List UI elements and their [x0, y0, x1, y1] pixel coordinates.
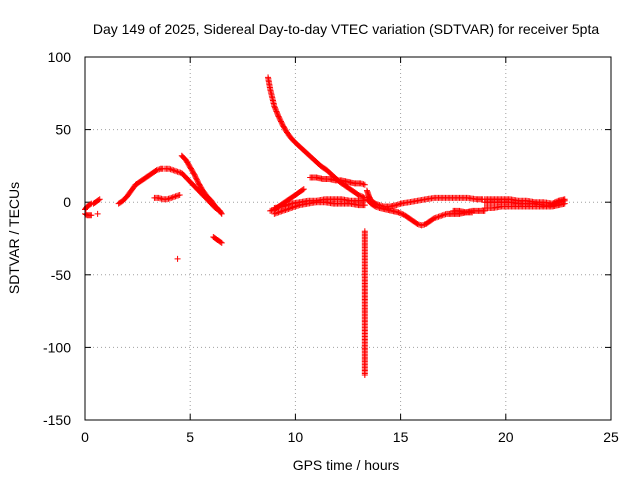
data-point — [356, 192, 363, 199]
x-axis-label: GPS time / hours — [293, 457, 400, 473]
data-point — [94, 210, 101, 217]
data-point — [174, 255, 181, 262]
data-point — [549, 200, 556, 207]
data-point — [88, 212, 95, 219]
chart-title: Day 149 of 2025, Sidereal Day-to-day VTE… — [93, 21, 600, 37]
data-points — [82, 74, 568, 378]
y-tick-label: 0 — [63, 194, 71, 210]
x-tick-label: 10 — [288, 429, 304, 445]
data-point — [361, 181, 368, 188]
data-point — [272, 107, 279, 114]
data-point — [218, 239, 225, 246]
data-point — [355, 191, 362, 198]
data-point — [218, 209, 225, 216]
plot-frame — [84, 56, 612, 421]
x-tick-label: 15 — [393, 429, 409, 445]
data-point — [361, 371, 368, 378]
data-point — [399, 211, 406, 218]
data-point — [271, 103, 278, 110]
data-point — [217, 239, 224, 246]
tick-labels: 0 5 10 15 20 25 -150 -100 -50 0 50 100 — [43, 49, 619, 445]
data-point — [273, 108, 280, 115]
y-axis-label: SDTVAR / TECUs — [6, 182, 22, 294]
y-tick-label: -100 — [43, 339, 71, 355]
data-point — [554, 198, 561, 205]
data-point — [274, 110, 281, 117]
y-tick-label: 100 — [48, 49, 72, 65]
y-tick-label: 50 — [55, 122, 71, 138]
data-point — [300, 186, 307, 193]
data-point — [395, 209, 402, 216]
data-point — [396, 209, 403, 216]
data-point — [299, 186, 306, 193]
data-point — [552, 198, 559, 205]
x-tick-label: 0 — [81, 429, 89, 445]
data-point — [176, 191, 183, 198]
x-tick-label: 25 — [603, 429, 619, 445]
data-point — [96, 196, 103, 203]
data-point — [271, 104, 278, 111]
y-tick-label: -150 — [43, 412, 71, 428]
data-point — [398, 210, 405, 217]
data-point — [361, 202, 368, 209]
data-point — [550, 200, 557, 207]
data-point — [272, 105, 279, 112]
data-point — [275, 112, 282, 119]
grid — [85, 57, 611, 420]
y-tick-label: -50 — [51, 267, 71, 283]
data-point — [218, 210, 225, 217]
data-point — [561, 196, 568, 203]
x-tick-label: 5 — [186, 429, 194, 445]
data-point — [551, 199, 558, 206]
x-tick-label: 20 — [498, 429, 514, 445]
data-point — [87, 201, 94, 208]
data-point — [95, 197, 102, 204]
data-point — [273, 109, 280, 116]
